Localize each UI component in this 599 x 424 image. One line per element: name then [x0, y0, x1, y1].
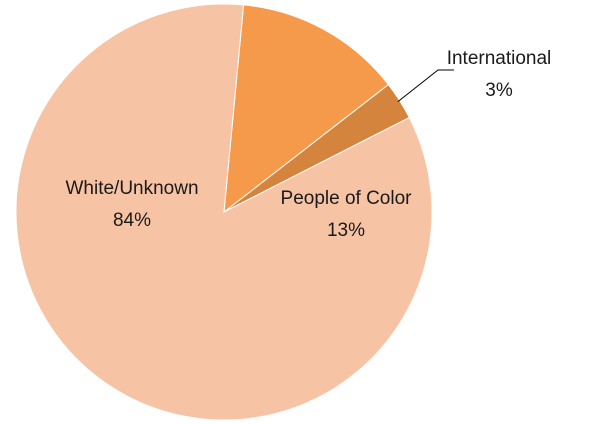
value-label-international: 3% — [485, 80, 513, 101]
label-white-unknown: White/Unknown — [65, 178, 198, 199]
label-international: International — [447, 48, 552, 69]
value-label-white-unknown: 84% — [113, 210, 151, 231]
leader-line-international — [397, 69, 454, 103]
pie-slice-people-of-color — [223, 4, 390, 214]
pie-slice-white-unknown — [15, 3, 433, 421]
label-people-of-color: People of Color — [281, 188, 413, 209]
pie-slices — [15, 3, 433, 421]
value-label-people-of-color: 13% — [327, 220, 365, 241]
pie-labels: International 3% People of Color 13% White/U… — [65, 48, 551, 241]
